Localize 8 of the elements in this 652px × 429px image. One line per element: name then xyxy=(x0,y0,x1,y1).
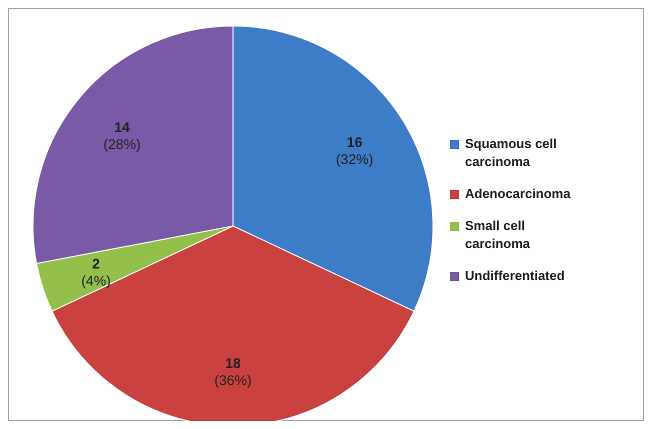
data-label: 14 (28%) xyxy=(103,119,141,152)
data-label: 16 (32%) xyxy=(336,134,374,167)
legend-label: Adenocarcinoma xyxy=(465,186,572,201)
data-label: 18 (36%) xyxy=(214,355,252,388)
legend-label: Squamous cell carcinoma xyxy=(465,136,557,169)
data-label: 2 (4%) xyxy=(81,256,111,288)
legend-label: Undifferentiated xyxy=(465,268,565,283)
legend-label: Small cell carcinoma xyxy=(465,218,531,251)
